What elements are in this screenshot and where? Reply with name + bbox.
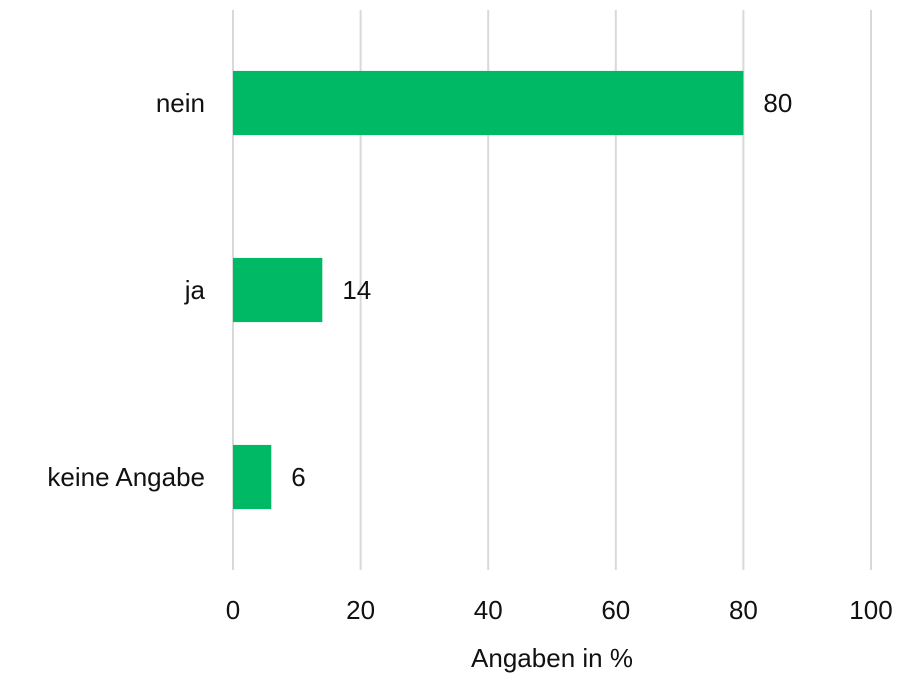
x-tick-label: 40	[474, 595, 503, 625]
x-tick-label: 20	[346, 595, 375, 625]
bar	[233, 444, 272, 510]
value-label: 14	[342, 275, 371, 305]
y-tick-label: nein	[156, 88, 205, 118]
y-tick-label: ja	[184, 275, 206, 305]
x-tick-label: 60	[601, 595, 630, 625]
y-tick-label: keine Angabe	[47, 462, 205, 492]
x-tick-label: 0	[226, 595, 240, 625]
x-tick-label: 80	[729, 595, 758, 625]
x-tick-label: 100	[849, 595, 892, 625]
x-axis-label: Angaben in %	[471, 643, 633, 673]
value-label: 6	[291, 462, 305, 492]
value-label: 80	[763, 88, 792, 118]
bar	[233, 70, 744, 136]
bar	[233, 257, 323, 323]
